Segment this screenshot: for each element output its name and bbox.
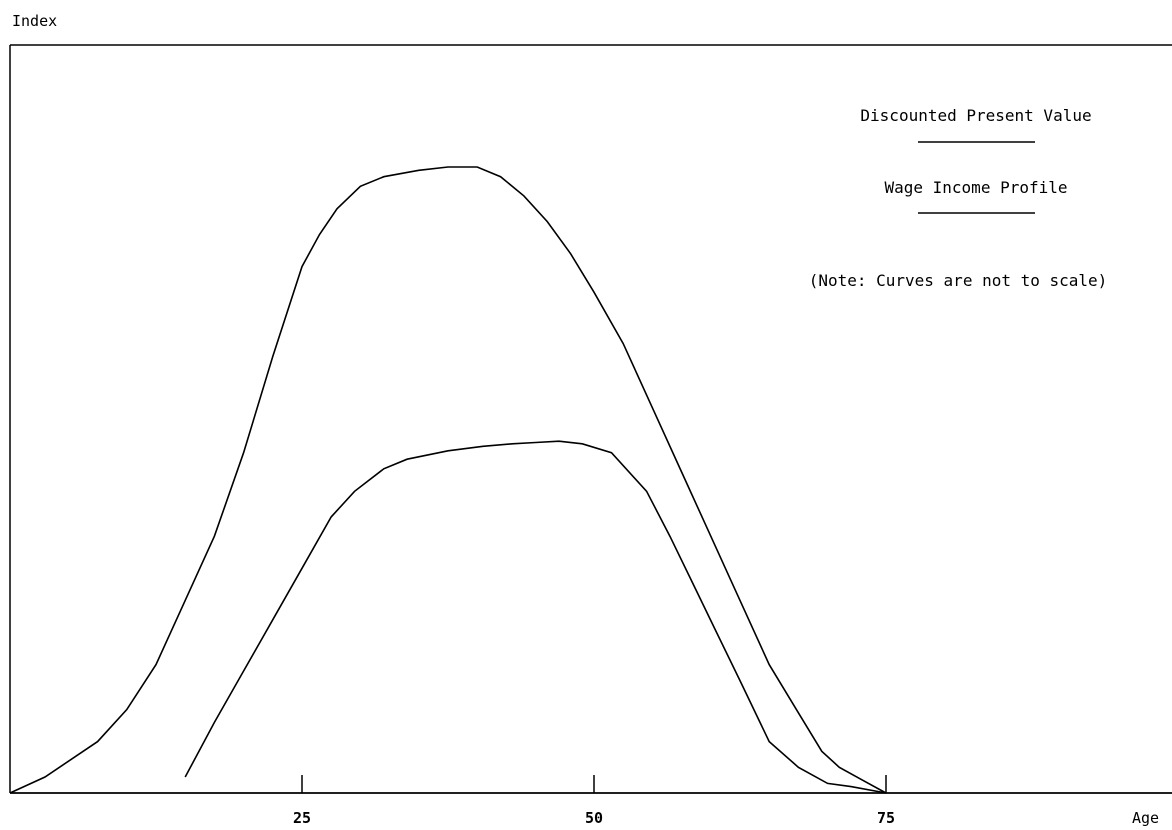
x-tick-label-75: 75 <box>877 809 895 827</box>
y-axis-label: Index <box>12 12 57 30</box>
series-line-discounted-present-value <box>9 166 887 794</box>
x-tick-label-50: 50 <box>585 809 603 827</box>
x-axis-label: Age <box>1132 809 1159 827</box>
series-line-wage-income-profile <box>184 440 887 794</box>
legend: Discounted Present Value Wage Income Pro… <box>809 106 1108 290</box>
x-tick-label-25: 25 <box>293 809 311 827</box>
legend-label-discounted-present-value: Discounted Present Value <box>860 106 1091 125</box>
legend-note: (Note: Curves are not to scale) <box>809 271 1108 290</box>
series-curves <box>9 166 887 794</box>
x-axis-ticks: 25 50 75 <box>293 775 895 827</box>
legend-label-wage-income-profile: Wage Income Profile <box>884 178 1067 197</box>
